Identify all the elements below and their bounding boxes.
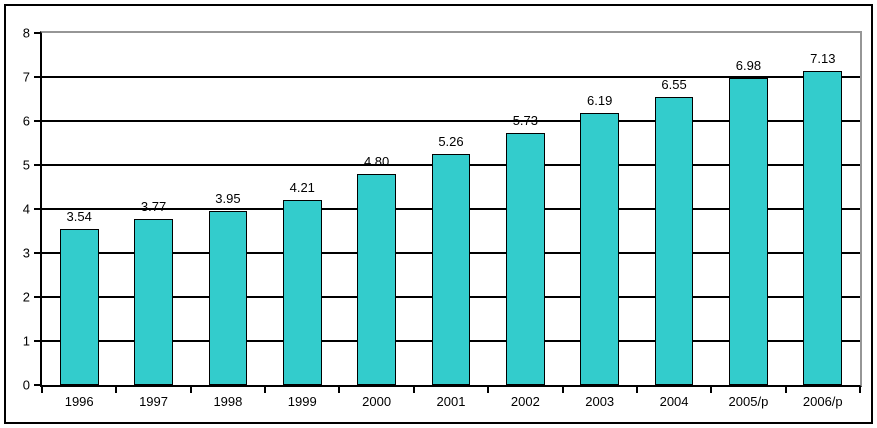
bar-2006/p xyxy=(803,71,843,385)
x-axis-labels: 1996 1997 1998 1999 2000 2001 2002 2003 2004 2005… xyxy=(42,394,860,412)
bar-cell: 3.95 xyxy=(191,33,265,385)
x-tick xyxy=(115,387,118,393)
bar-cell: 4.80 xyxy=(339,33,413,385)
x-label-2004: 2004 xyxy=(659,394,689,409)
y-tick xyxy=(34,252,40,254)
bar-value-label: 7.13 xyxy=(810,51,836,67)
bar-cell: 5.26 xyxy=(414,33,488,385)
bar-value-label: 5.73 xyxy=(512,112,538,128)
x-tick xyxy=(41,387,43,393)
plot-area: 3.54 3.77 3.95 4.21 4.80 5.26 5.73 6.19 6.55 6.98… xyxy=(40,31,862,387)
bar-cell: 5.73 xyxy=(488,33,562,385)
bar-value-label: 6.98 xyxy=(735,57,762,73)
x-label-2000: 2000 xyxy=(362,394,392,409)
bar-2004 xyxy=(654,96,694,385)
bars-layer: 3.54 3.77 3.95 4.21 4.80 5.26 5.73 6.19 6.55 6.98… xyxy=(42,33,860,385)
y-tick xyxy=(34,32,40,34)
y-tick xyxy=(34,164,40,166)
y-label-1: 1 xyxy=(22,333,30,349)
x-label-1998: 1998 xyxy=(213,394,243,409)
bar-cell: 6.55 xyxy=(637,33,711,385)
x-label-2002: 2002 xyxy=(510,394,540,409)
bar-value-label: 4.21 xyxy=(289,179,315,195)
gridline xyxy=(42,76,860,78)
bar-1998 xyxy=(208,211,248,385)
bar-1997 xyxy=(134,219,173,385)
y-label-7: 7 xyxy=(22,69,30,85)
bar-cell: 3.77 xyxy=(116,33,190,385)
bar-value-label: 5.26 xyxy=(438,133,464,149)
x-tick xyxy=(338,387,341,393)
x-label-1997: 1997 xyxy=(139,394,168,409)
bar-cell: 7.13 xyxy=(786,33,860,385)
y-tick xyxy=(34,340,40,342)
y-tick xyxy=(34,384,40,386)
y-axis-ticks xyxy=(34,32,40,386)
bar-value-label: 4.80 xyxy=(363,153,390,169)
x-tick xyxy=(189,387,192,393)
x-tick xyxy=(487,387,490,393)
x-tick xyxy=(412,387,415,393)
bar-2000 xyxy=(357,173,396,385)
bar-value-label: 6.55 xyxy=(661,76,687,92)
y-axis-labels: 0 1 2 3 4 5 6 7 8 xyxy=(0,26,30,393)
bar-1996 xyxy=(59,229,99,385)
x-tick xyxy=(561,387,564,393)
bar-2003 xyxy=(580,112,620,385)
bar-value-label: 6.19 xyxy=(587,92,613,108)
x-tick xyxy=(784,387,787,393)
gridline xyxy=(42,120,860,122)
x-tick xyxy=(859,387,861,393)
bar-cell: 6.19 xyxy=(563,33,637,385)
bar-2001 xyxy=(431,153,471,385)
y-label-8: 8 xyxy=(22,25,30,41)
x-label-2006/p: 2006/p xyxy=(802,394,843,409)
bar-value-label: 3.54 xyxy=(66,209,92,225)
y-label-3: 3 xyxy=(22,245,30,261)
y-tick xyxy=(34,120,40,122)
bar-cell: 6.98 xyxy=(711,33,785,385)
y-tick xyxy=(34,296,40,298)
x-label-1999: 1999 xyxy=(287,394,317,409)
y-label-5: 5 xyxy=(22,157,30,173)
chart-outer-border xyxy=(4,4,873,424)
bar-2002 xyxy=(506,132,545,385)
bar-cell: 4.21 xyxy=(265,33,339,385)
y-label-0: 0 xyxy=(22,377,30,393)
y-label-2: 2 xyxy=(22,289,30,305)
y-tick xyxy=(34,76,40,78)
x-axis-ticks xyxy=(41,387,861,393)
x-tick xyxy=(264,387,267,393)
bar-value-label: 3.77 xyxy=(140,199,167,215)
x-tick xyxy=(710,387,713,393)
x-label-2001: 2001 xyxy=(436,394,466,409)
y-tick xyxy=(34,208,40,210)
bar-value-label: 3.95 xyxy=(215,191,241,207)
y-label-6: 6 xyxy=(22,113,30,129)
x-label-2003: 2003 xyxy=(585,394,615,409)
x-tick xyxy=(635,387,638,393)
x-label-2005/p: 2005/p xyxy=(728,394,769,409)
x-label-1996: 1996 xyxy=(64,394,94,409)
bar-1999 xyxy=(282,199,322,385)
bar-2005/p xyxy=(729,77,768,385)
bar-cell: 3.54 xyxy=(42,33,116,385)
y-label-4: 4 xyxy=(22,201,30,217)
